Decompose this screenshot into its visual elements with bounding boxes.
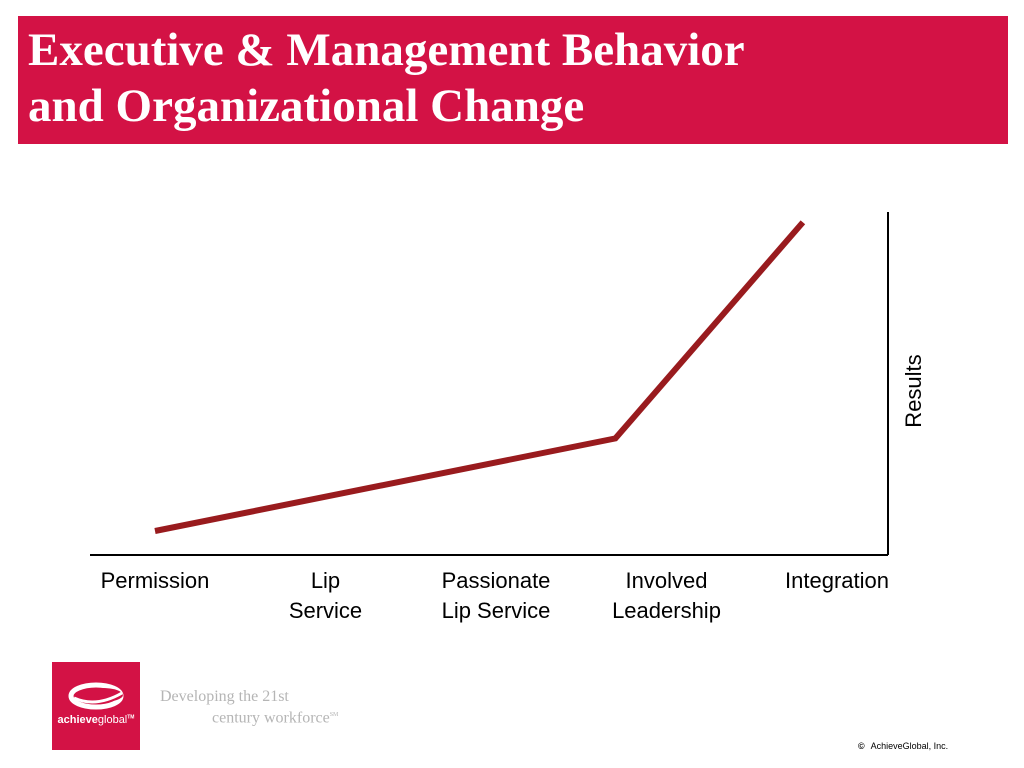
x-tick-label: Integration bbox=[762, 566, 912, 596]
copyright-symbol: © bbox=[858, 741, 865, 751]
x-tick-label: Lip Service bbox=[251, 566, 401, 626]
x-tick-label-line: Passionate bbox=[441, 568, 551, 593]
logo-trademark: TM bbox=[127, 714, 135, 721]
achieveglobal-logo: achieveglobalTM bbox=[52, 662, 140, 750]
x-tick-label-line: Lip Service bbox=[441, 598, 551, 623]
x-tick-label-line: Service bbox=[288, 598, 363, 623]
title-banner: Executive & Management Behavior and Orga… bbox=[18, 16, 1008, 144]
slide-title-line-2: and Organizational Change bbox=[28, 80, 585, 132]
tagline-line-2-text: century workforce bbox=[212, 709, 330, 727]
slide-title-line-1: Executive & Management Behavior bbox=[28, 24, 745, 76]
x-tick-label: Permission bbox=[80, 566, 230, 596]
series-line-0 bbox=[154, 220, 806, 534]
x-tick-label: Involved Leadership bbox=[592, 566, 742, 626]
logo-word-light: global bbox=[97, 714, 128, 726]
tagline-line-1: Developing the 21st bbox=[160, 688, 289, 705]
x-tick-label-line: Permission bbox=[100, 568, 210, 593]
logo-wordmark: achieveglobalTM bbox=[52, 714, 140, 726]
x-tick-label-line: Involved bbox=[625, 568, 708, 593]
x-tick-label: Passionate Lip Service bbox=[421, 566, 571, 626]
x-tick-label-line: Leadership bbox=[612, 598, 721, 623]
tagline-service-mark: SM bbox=[329, 712, 339, 718]
copyright-notice: © AchieveGlobal, Inc. bbox=[858, 741, 948, 751]
x-tick-label-line: Lip bbox=[310, 568, 341, 593]
logo-word-bold: achieve bbox=[57, 714, 98, 726]
y-axis-label: Results bbox=[901, 354, 926, 428]
copyright-text: AchieveGlobal, Inc. bbox=[870, 741, 949, 751]
swoosh-icon bbox=[68, 682, 124, 710]
tagline-line-2: century workforceSM bbox=[212, 706, 338, 727]
x-tick-label-line: Integration bbox=[785, 568, 889, 593]
